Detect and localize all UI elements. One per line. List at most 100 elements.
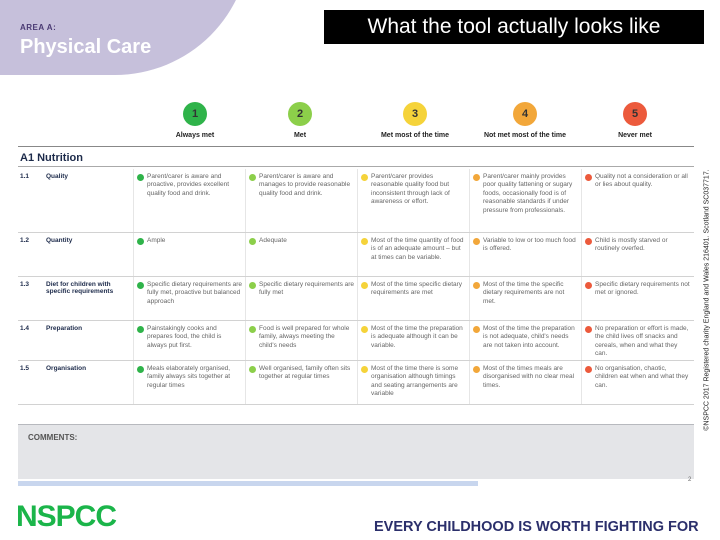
rating-option[interactable]: Specific dietary requirements are fully … [133,277,245,320]
rating-option[interactable]: Quality not a consideration or all or li… [581,169,693,232]
page-number: 2 [688,477,692,483]
rating-description: Meals elaborately organised, family alwa… [147,365,231,389]
rating-dot-icon [137,282,144,289]
row-title: Diet for children with specific requirem… [46,281,114,295]
rating-description: Most of the times meals are disorganised… [483,365,575,389]
rating-option[interactable]: Most of the time the preparation is adeq… [357,321,469,360]
rating-option[interactable]: Child is mostly starved or routinely ove… [581,233,693,276]
rating-description: Parent/carer is aware and manages to pro… [259,173,351,197]
rating-description: Most of the time the preparation is adeq… [371,325,463,349]
rating-dot-icon [473,282,480,289]
row-label: 1.2 Quantity [18,233,133,276]
area-label: AREA A: [20,23,57,32]
row-title: Organisation [46,365,87,372]
rating-option[interactable]: Adequate [245,233,357,276]
rating-dot-icon [249,238,256,245]
rating-description: No preparation or effort is made, the ch… [595,325,689,358]
scale-item: 4 Not met most of the time [480,102,570,139]
rating-dot-icon [585,238,592,245]
scale-label: Always met [175,132,215,139]
rating-description: Most of the time the specific dietary re… [483,281,565,305]
nspcc-logo: NSPCC [16,500,117,533]
rating-dot-icon [137,174,144,181]
rating-description: Most of the time there is some organisat… [371,365,459,398]
matrix-row: 1.3 Diet for children with specific requi… [18,277,694,321]
rating-option[interactable]: Specific dietary requirements not met or… [581,277,693,320]
rating-dot-icon [361,174,368,181]
rating-option[interactable]: Most of the time the preparation is not … [469,321,581,360]
rating-option[interactable]: Painstakingly cooks and prepares food, t… [133,321,245,360]
rating-description: Most of the time the preparation is not … [483,325,575,349]
assessment-matrix: 1.1 Quality Parent/carer is aware and proa… [18,169,694,405]
rating-dot-icon [473,366,480,373]
rating-description: Specific dietary requirements are fully … [147,281,243,305]
rating-dot-icon [361,282,368,289]
scale-item: 3 Met most of the time [370,102,460,139]
rating-dot-icon [137,326,144,333]
rating-description: Parent/carer mainly provides poor qualit… [483,173,573,214]
section-title: A1 Nutrition [20,152,83,164]
scale-number: 3 [403,102,427,126]
rating-dot-icon [361,326,368,333]
rating-option[interactable]: Variable to low or too much food is offe… [469,233,581,276]
rating-option[interactable]: No preparation or effort is made, the ch… [581,321,693,360]
rating-option[interactable]: Ample [133,233,245,276]
row-number: 1.2 [20,237,30,244]
rating-option[interactable]: Parent/carer is aware and manages to pro… [245,169,357,232]
rating-dot-icon [585,366,592,373]
footer-bar [18,481,478,486]
row-title: Quantity [46,237,73,244]
divider [18,146,694,147]
rating-option[interactable]: Most of the time quantity of food is of … [357,233,469,276]
scale-label: Met most of the time [380,132,450,139]
rating-description: Painstakingly cooks and prepares food, t… [147,325,222,349]
row-number: 1.4 [20,325,30,332]
row-number: 1.1 [20,173,30,180]
rating-option[interactable]: Meals elaborately organised, family alwa… [133,361,245,404]
scale-item: 2 Met [255,102,345,139]
rating-description: Parent/carer is aware and proactive, pro… [147,173,230,197]
copyright-text: ©NSPCC 2017 Registered charity England a… [703,169,711,431]
rating-description: Food is well prepared for whole family, … [259,325,350,349]
rating-dot-icon [249,282,256,289]
scale-label: Met [293,132,307,139]
rating-option[interactable]: No organisation, chaotic, children eat w… [581,361,693,404]
rating-option[interactable]: Most of the time specific dietary requir… [357,277,469,320]
rating-option[interactable]: Most of the times meals are disorganised… [469,361,581,404]
area-title: Physical Care [20,36,152,58]
rating-option[interactable]: Parent/carer provides reasonable quality… [357,169,469,232]
row-number: 1.5 [20,365,30,372]
rating-option[interactable]: Most of the time the specific dietary re… [469,277,581,320]
scale-label: Not met most of the time [483,132,567,139]
rating-dot-icon [249,174,256,181]
rating-option[interactable]: Well organised, family often sits togeth… [245,361,357,404]
rating-option[interactable]: Parent/carer is aware and proactive, pro… [133,169,245,232]
rating-option[interactable]: Most of the time there is some organisat… [357,361,469,404]
scale-item: 1 Always met [150,102,240,139]
rating-description: Most of the time quantity of food is of … [371,237,464,261]
scale-item: 5 Never met [590,102,680,139]
scale-number: 2 [288,102,312,126]
rating-dot-icon [361,238,368,245]
row-label: 1.5 Organisation [18,361,133,404]
rating-dot-icon [473,174,480,181]
comments-box[interactable]: COMMENTS: [18,424,694,479]
rating-option[interactable]: Parent/carer mainly provides poor qualit… [469,169,581,232]
matrix-row: 1.2 Quantity Ample Adequate Most of the time… [18,233,694,277]
rating-option[interactable]: Specific dietary requirements are fully … [245,277,357,320]
rating-dot-icon [137,238,144,245]
rating-description: Child is mostly starved or routinely ove… [595,237,668,253]
row-label: 1.4 Preparation [18,321,133,360]
row-title: Preparation [46,325,83,332]
rating-description: Quality not a consideration or all or li… [595,173,688,189]
rating-scale: 1 Always met 2 Met 3 Met most of the time 4 Not… [150,102,670,142]
rating-dot-icon [585,174,592,181]
slide-title: What the tool actually looks like [324,10,704,44]
rating-description: Specific dietary requirements are fully … [259,281,355,297]
rating-dot-icon [249,326,256,333]
rating-option[interactable]: Food is well prepared for whole family, … [245,321,357,360]
rating-description: No organisation, chaotic, children eat w… [595,365,689,389]
scale-label: Never met [618,132,652,139]
row-label: 1.3 Diet for children with specific requi… [18,277,133,320]
rating-description: Adequate [259,237,287,244]
